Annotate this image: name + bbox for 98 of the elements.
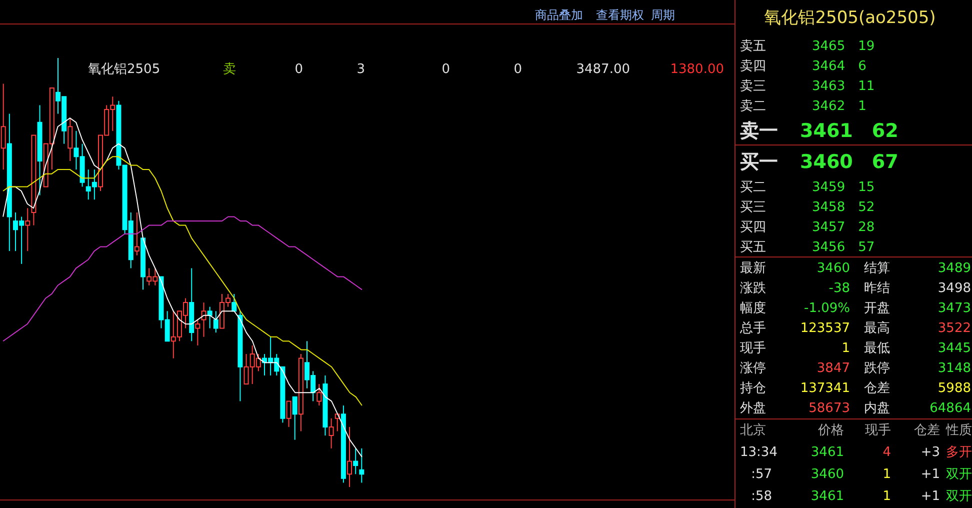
text: 3460: [810, 467, 844, 482]
text: 最低: [864, 341, 890, 356]
text: 现手: [865, 423, 891, 438]
text: 3460 67: [800, 151, 898, 173]
text: 1: [882, 467, 891, 482]
text: 卖五: [740, 39, 766, 54]
text: 最新: [740, 261, 766, 276]
text: 买一: [740, 151, 778, 173]
candlestick: [25, 208, 30, 252]
text: 卖二: [740, 99, 766, 114]
text: 1: [882, 489, 891, 504]
text: 3458 52: [812, 200, 875, 215]
text: 3463 11: [812, 79, 875, 94]
text: 商品叠加: [535, 8, 583, 22]
text: 仓差: [864, 381, 890, 396]
text: 开盘: [864, 301, 890, 316]
candlestick: [286, 400, 292, 428]
text: +1: [920, 489, 940, 504]
text: 买四: [740, 220, 766, 235]
text: 卖四: [740, 59, 766, 74]
text: 3457 28: [812, 220, 875, 235]
text: 64864: [930, 401, 971, 416]
text: -1.09%: [804, 301, 850, 316]
annotation: 卖: [223, 62, 236, 77]
text: 3498: [938, 281, 971, 296]
text: 仓差: [914, 423, 940, 438]
candlestick: [213, 310, 218, 334]
text: 123537: [800, 321, 850, 336]
text: 卖一: [740, 120, 778, 142]
text: 买五: [740, 240, 766, 255]
text: 外盘: [740, 401, 766, 416]
text: 周期: [651, 8, 675, 22]
text: 双开: [946, 467, 972, 482]
text: 13:34: [740, 445, 778, 460]
text: 价格: [817, 423, 844, 438]
text: 内盘: [864, 401, 890, 416]
text: 持仓: [740, 381, 766, 396]
text: 0: [442, 62, 450, 77]
text: 多开: [946, 445, 972, 460]
text: 结算: [864, 261, 890, 276]
text: 0: [514, 62, 522, 77]
text: 3487.00: [576, 62, 630, 77]
candlestick: [328, 418, 334, 449]
text: 查看期权: [596, 8, 644, 22]
text: 涨跌: [740, 281, 766, 296]
text: +3: [920, 445, 940, 460]
text: 涨停: [740, 361, 766, 376]
text: 3445: [938, 341, 971, 356]
text: 氧化铝2505(ao2505): [764, 8, 936, 28]
text: 3461: [810, 489, 844, 504]
candlestick: [347, 426, 352, 488]
text: 3461 62: [800, 120, 898, 142]
text: 3462 1: [812, 99, 866, 114]
text: 现手: [740, 341, 766, 356]
text: 3489: [938, 261, 971, 276]
annotation: 0: [294, 62, 303, 77]
text: 昨结: [864, 281, 890, 296]
text: 最高: [864, 320, 890, 336]
candlestick: [359, 448, 364, 484]
text: 1: [842, 341, 850, 356]
text: 3456 57: [812, 240, 875, 255]
text: 3464 6: [812, 59, 866, 74]
text: 3847: [816, 361, 850, 376]
candlestick: [232, 293, 237, 312]
text: 双开: [946, 489, 972, 504]
text: 137341: [800, 381, 850, 396]
text: 北京: [740, 423, 766, 438]
text: 58673: [808, 401, 850, 416]
annotation: 氧化铝2505: [88, 62, 160, 77]
candlestick: [207, 306, 212, 329]
candlestick: [68, 118, 73, 162]
text: 3465 19: [812, 39, 875, 54]
text: 幅度: [740, 300, 766, 316]
text: 4: [882, 445, 891, 460]
text: 3461: [810, 445, 844, 460]
text: 1380.00: [670, 62, 724, 77]
text: 买三: [740, 200, 766, 215]
text: 性质: [945, 423, 972, 438]
annotation: 3: [356, 62, 365, 77]
text: 跌停: [864, 361, 890, 376]
text: 3460: [816, 261, 850, 276]
text: 5988: [938, 381, 971, 396]
text: 3459 15: [812, 180, 875, 195]
text: 卖三: [740, 79, 766, 94]
text: :57: [751, 467, 772, 482]
text: 3473: [938, 301, 971, 316]
candlestick: [195, 319, 200, 346]
candlestick: [316, 384, 322, 406]
text: +1: [920, 467, 940, 482]
text: -38: [828, 281, 850, 296]
text: 总手: [739, 321, 766, 336]
text: 3522: [938, 321, 971, 336]
candlestick: [134, 212, 140, 256]
text: 3148: [938, 361, 971, 376]
text: 买二: [740, 180, 766, 195]
candlestick: [292, 396, 298, 440]
candlestick: [353, 448, 358, 475]
text: :58: [751, 489, 772, 504]
